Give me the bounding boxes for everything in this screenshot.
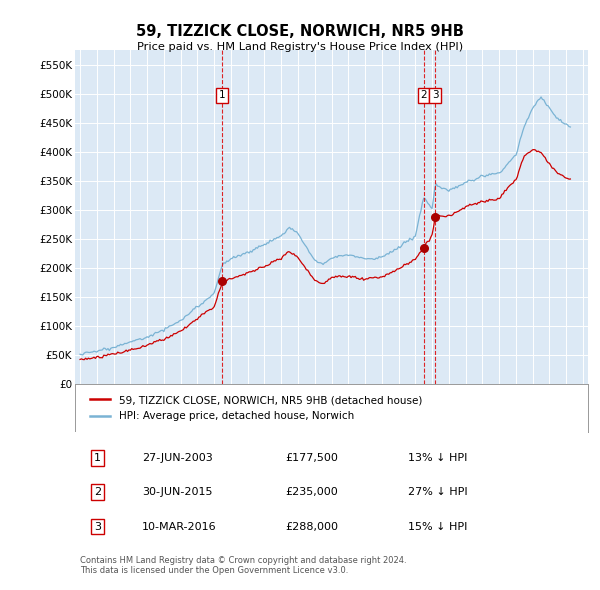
Text: 30-JUN-2015: 30-JUN-2015 — [142, 487, 212, 497]
Text: 10-MAR-2016: 10-MAR-2016 — [142, 522, 217, 532]
Text: 1: 1 — [94, 453, 101, 463]
Text: Contains HM Land Registry data © Crown copyright and database right 2024.
This d: Contains HM Land Registry data © Crown c… — [80, 556, 407, 575]
Text: £288,000: £288,000 — [286, 522, 338, 532]
Text: 2: 2 — [94, 487, 101, 497]
Legend: 59, TIZZICK CLOSE, NORWICH, NR5 9HB (detached house), HPI: Average price, detach: 59, TIZZICK CLOSE, NORWICH, NR5 9HB (det… — [85, 391, 426, 425]
Text: 27-JUN-2003: 27-JUN-2003 — [142, 453, 212, 463]
Text: £235,000: £235,000 — [286, 487, 338, 497]
Text: 13% ↓ HPI: 13% ↓ HPI — [409, 453, 468, 463]
Text: 1: 1 — [219, 90, 226, 100]
Text: 27% ↓ HPI: 27% ↓ HPI — [409, 487, 468, 497]
Text: 3: 3 — [432, 90, 439, 100]
Text: Price paid vs. HM Land Registry's House Price Index (HPI): Price paid vs. HM Land Registry's House … — [137, 42, 463, 53]
Text: 15% ↓ HPI: 15% ↓ HPI — [409, 522, 468, 532]
Text: 3: 3 — [94, 522, 101, 532]
Text: 2: 2 — [420, 90, 427, 100]
Text: £177,500: £177,500 — [286, 453, 338, 463]
Text: 59, TIZZICK CLOSE, NORWICH, NR5 9HB: 59, TIZZICK CLOSE, NORWICH, NR5 9HB — [136, 24, 464, 38]
